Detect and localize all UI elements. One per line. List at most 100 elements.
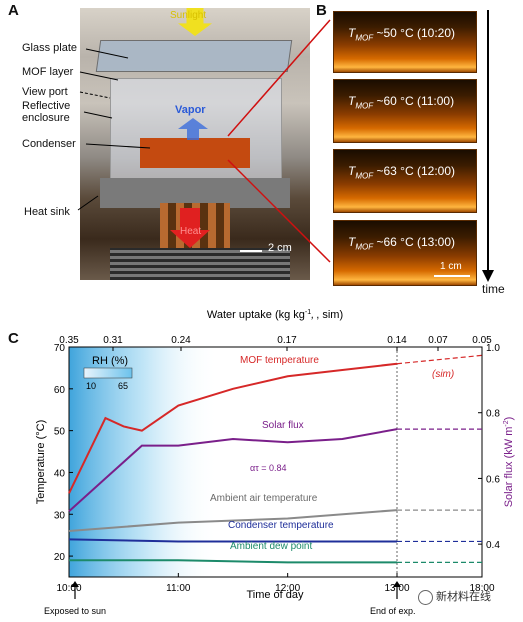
scale-bar-a — [240, 250, 262, 252]
label-mof: MOF temperature — [240, 355, 319, 366]
panel-a-label: A — [8, 2, 19, 19]
panel-a-leaders — [77, 19, 331, 263]
frame-1-t: T — [348, 26, 356, 40]
sunlight-label: Sunlight — [170, 10, 207, 21]
watermark: 新材料在线 — [418, 588, 491, 605]
frame-2-t: T — [348, 94, 356, 108]
frame-3-label: TMOF ~63 °C (12:00) — [348, 164, 455, 180]
right-tick-label: 0.6 — [486, 474, 500, 485]
frame-3: TMOF ~63 °C (12:00) — [333, 149, 477, 213]
bottom-tick-label: 10:00 — [56, 583, 81, 594]
frame-3-temp: ~63 °C — [376, 164, 414, 178]
frame-4-sub: MOF — [355, 242, 374, 252]
top-tick-label: 0.24 — [171, 335, 191, 346]
callout-glass-plate: Glass plate — [22, 42, 78, 54]
label-solar: Solar flux — [262, 420, 304, 431]
label-condenser: Condenser temperature — [228, 520, 334, 531]
label-dew: Ambient dew point — [230, 541, 312, 552]
top-tick-label: 0.07 — [428, 335, 448, 346]
top-axis-ticks: 0.35 0.31 0.24 0.17 0.14 0.07 0.05 — [59, 335, 492, 351]
frame-4: TMOF ~66 °C (13:00) 1 cm — [333, 220, 477, 286]
left-tick-label: 70 — [54, 343, 66, 354]
frame-4-t: T — [348, 235, 356, 249]
callout-heat-sink: Heat sink — [24, 206, 70, 218]
top-axis-title: Water uptake (kg kg-1,, sim) — [207, 309, 343, 321]
label-sigma: ατ = 0.84 — [250, 463, 287, 473]
callout-view-port: View port — [22, 86, 68, 98]
rh-colorbar — [83, 367, 133, 379]
rh-shading — [69, 347, 219, 577]
callout-mof-layer: MOF layer — [22, 66, 74, 78]
left-axis-ticks: 70 60 50 40 30 20 — [54, 343, 73, 563]
end-arrowhead-icon — [393, 581, 401, 587]
right-axis-ticks: 1.0 0.8 0.6 0.4 — [478, 343, 500, 551]
right-tick-label: 1.0 — [486, 343, 500, 354]
start-arrowhead-icon — [71, 581, 79, 587]
frame-2-time: (11:00) — [416, 94, 455, 108]
top-tick-label: 0.31 — [103, 335, 123, 346]
frame-4-label: TMOF ~66 °C (13:00) — [348, 235, 455, 251]
top-tick-label: 0.05 — [472, 335, 492, 346]
series-solar-flux — [68, 428, 398, 513]
scale-label-b: 1 cm — [440, 261, 462, 272]
frame-2: TMOF ~60 °C (11:00) — [333, 79, 477, 143]
watermark-icon — [418, 589, 433, 605]
panel-c-chart: Water uptake (kg kg-1,, sim) 0.35 0.31 0.2… — [35, 309, 515, 616]
top-tick-label: 0.14 — [387, 335, 407, 346]
frame-1-sub: MOF — [355, 33, 374, 43]
frame-4-time: (13:00) — [416, 235, 455, 249]
heat-label: Heat — [180, 226, 202, 237]
series-layer — [68, 354, 483, 564]
frame-1-label: TMOF ~50 °C (10:20) — [348, 26, 455, 42]
rh-title: RH (%) — [92, 355, 128, 367]
label-air: Ambient air temperature — [210, 493, 318, 504]
frame-2-label: TMOF ~60 °C (11:00) — [348, 94, 454, 110]
panel-c-label: C — [8, 330, 19, 347]
bottom-tick-label: 18:00 — [469, 583, 494, 594]
frame-1-time: (10:20) — [416, 26, 455, 40]
bottom-axis-title: Time of day — [246, 589, 304, 601]
frame-1: TMOF ~50 °C (10:20) — [333, 11, 477, 73]
bottom-tick-label: 12:00 — [275, 583, 300, 594]
rh-min: 10 — [86, 381, 96, 391]
scale-bar-b — [434, 275, 470, 277]
callout-reflective-enclosure: Reflective enclosure — [22, 100, 82, 124]
series-condenser-temperature — [68, 538, 397, 543]
frame-3-sub: MOF — [355, 171, 374, 181]
panel-a-photo: Sunlight Vapor Heat 2 cm — [80, 8, 310, 280]
series-ambient-air-temperature — [68, 509, 398, 532]
left-axis-title: Temperature (°C) — [35, 420, 47, 504]
label-sim: (sim) — [432, 369, 454, 380]
series-ambient-dew-point — [69, 559, 397, 564]
frame-2-sub: MOF — [355, 101, 374, 111]
callout-condenser: Condenser — [22, 138, 76, 150]
frame-1-temp: ~50 °C — [376, 26, 414, 40]
base-fins — [110, 248, 290, 280]
left-tick-label: 60 — [54, 385, 66, 396]
right-tick-label: 0.8 — [486, 409, 500, 420]
annotation-end: End of exp. — [370, 606, 416, 616]
series-mof-temperature — [68, 362, 398, 494]
right-tick-label: 0.4 — [486, 540, 500, 551]
scale-label-a: 2 cm — [268, 242, 292, 254]
left-tick-label: 50 — [54, 427, 66, 438]
frame-3-t: T — [348, 164, 356, 178]
top-tick-label: 0.17 — [277, 335, 297, 346]
time-axis-label: time — [482, 282, 505, 296]
frame-3-time: (12:00) — [416, 164, 455, 178]
left-tick-label: 30 — [54, 510, 66, 521]
annotation-start: Exposed to sun — [44, 606, 106, 616]
panel-b-label: B — [316, 2, 327, 19]
series-mof-temperature-sim — [396, 354, 483, 365]
left-tick-label: 20 — [54, 552, 66, 563]
rh-max: 65 — [118, 381, 128, 391]
plot-frame — [68, 346, 483, 578]
frame-4-temp: ~66 °C — [376, 235, 414, 249]
right-axis-title: Solar flux (kW m-2) — [503, 417, 515, 508]
callout-reflective-enclosure-text: Reflective enclosure — [22, 100, 71, 124]
top-tick-label: 0.35 — [59, 335, 79, 346]
vapor-label: Vapor — [175, 104, 206, 116]
time-arrow — [482, 10, 494, 282]
watermark-text: 新材料在线 — [436, 591, 491, 603]
frame-2-temp: ~60 °C — [376, 94, 414, 108]
